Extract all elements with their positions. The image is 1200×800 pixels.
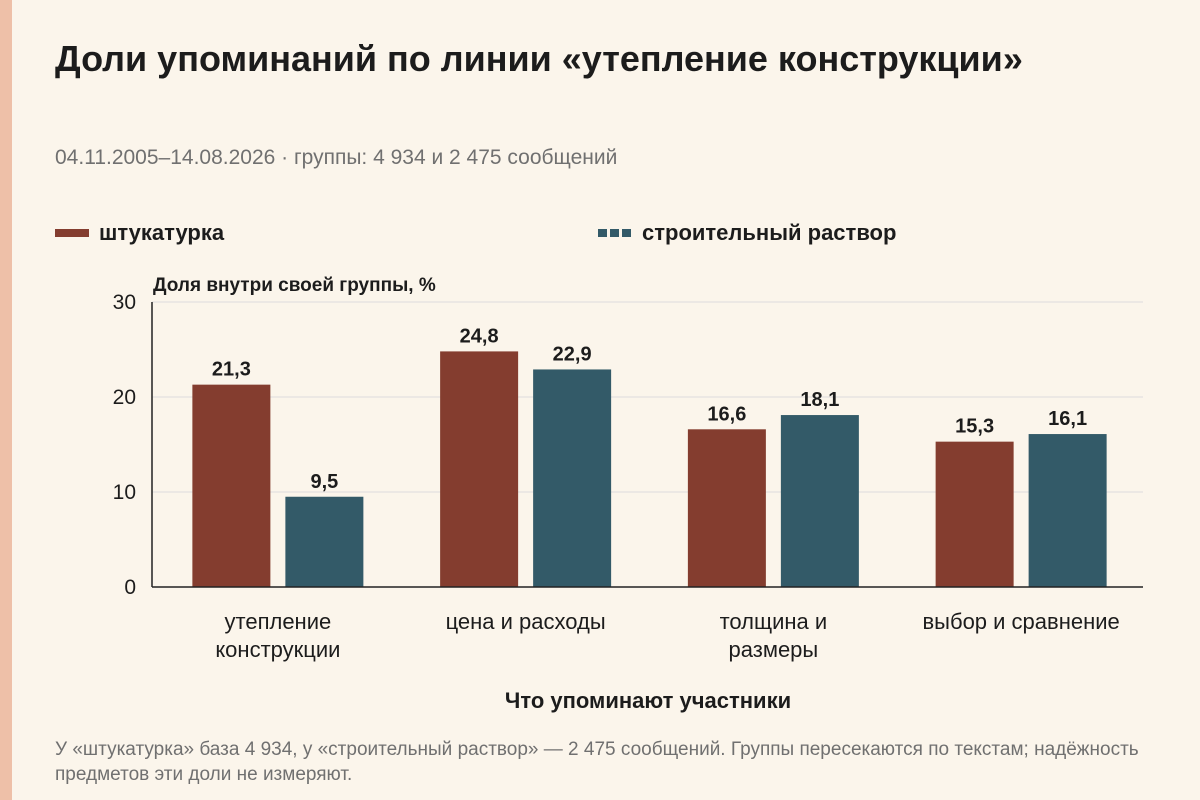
bar-rastvor-1 bbox=[533, 369, 612, 587]
x-tick-label-3: выбор и сравнение bbox=[922, 609, 1119, 634]
data-label-shtukaturka-2: 16,6 bbox=[707, 403, 746, 425]
y-tick-label-20: 20 bbox=[113, 386, 136, 409]
bar-shtukaturka-1 bbox=[440, 351, 519, 587]
bar-rastvor-2 bbox=[780, 415, 859, 587]
legend-item-rastvor: строительный раствор bbox=[598, 220, 896, 246]
bar-rastvor-0 bbox=[285, 496, 364, 587]
x-tick-label-line: конструкции bbox=[215, 637, 340, 662]
bar-shtukaturka-3 bbox=[935, 441, 1014, 587]
legend-label-rastvor: строительный раствор bbox=[642, 220, 897, 245]
data-label-rastvor-2: 18,1 bbox=[800, 389, 839, 411]
y-tick-label-10: 10 bbox=[113, 481, 136, 504]
data-label-shtukaturka-1: 24,8 bbox=[460, 325, 499, 347]
x-axis-title: Что упоминают участники bbox=[505, 688, 791, 713]
x-tick-label-line: размеры bbox=[729, 637, 819, 662]
x-tick-label-2: толщина и размеры bbox=[720, 609, 828, 662]
chart-subtitle: 04.11.2005–14.08.2026 · группы: 4 934 и … bbox=[55, 146, 618, 169]
x-tick-label-line: толщина и bbox=[720, 609, 828, 634]
legend-label-shtukaturka: штукатурка bbox=[99, 220, 225, 245]
bar-rastvor-3 bbox=[1028, 434, 1107, 587]
accent-stripe bbox=[0, 0, 12, 800]
bar-shtukaturka-0 bbox=[192, 384, 271, 587]
data-label-shtukaturka-0: 21,3 bbox=[212, 359, 251, 381]
x-tick-label-line: выбор и сравнение bbox=[922, 609, 1119, 634]
data-label-rastvor-0: 9,5 bbox=[310, 471, 338, 493]
chart-title: Доли упоминаний по линии «утепление конс… bbox=[55, 38, 1023, 79]
footnote: У «штукатурка» база 4 934, у «строительн… bbox=[55, 739, 1139, 785]
legend-swatch-rastvor bbox=[598, 229, 632, 237]
y-tick-label-0: 0 bbox=[124, 576, 136, 599]
data-label-rastvor-3: 16,1 bbox=[1048, 408, 1087, 430]
y-axis-title: Доля внутри своей группы, % bbox=[153, 275, 436, 296]
data-label-rastvor-1: 22,9 bbox=[553, 343, 592, 365]
x-tick-label-line: утепление bbox=[225, 609, 332, 634]
x-tick-label-0: утепление конструкции bbox=[215, 609, 340, 662]
legend-swatch-shtukaturka bbox=[55, 229, 89, 237]
x-tick-label-line: цена и расходы bbox=[446, 609, 606, 634]
y-tick-label-30: 30 bbox=[113, 291, 136, 314]
legend-item-shtukaturka: штукатурка bbox=[55, 220, 224, 246]
bar-shtukaturka-2 bbox=[687, 429, 766, 587]
x-tick-label-1: цена и расходы bbox=[446, 609, 606, 634]
data-label-shtukaturka-3: 15,3 bbox=[955, 416, 994, 438]
